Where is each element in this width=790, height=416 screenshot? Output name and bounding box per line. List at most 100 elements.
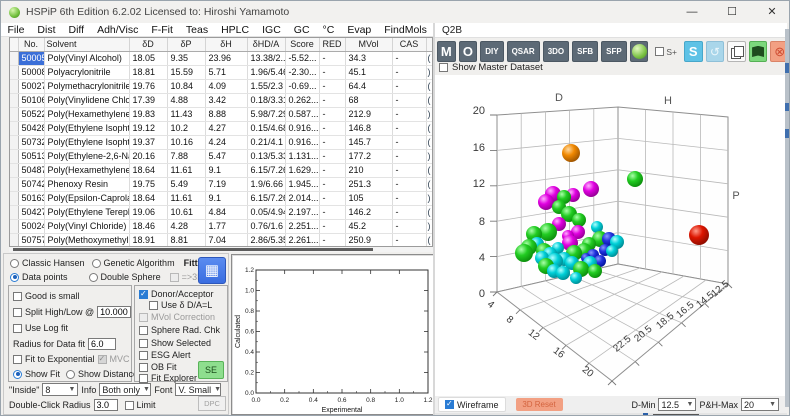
sfb-button[interactable]: SFB [572,41,599,62]
calculator-fit-button[interactable]: ▦ [198,257,226,284]
data-sphere-green[interactable] [539,223,557,241]
cell[interactable]: 5.98/7.29 [247,107,286,122]
cell[interactable]: 9.1 [205,191,248,206]
cell[interactable]: 13.38/2... [247,51,286,66]
cell[interactable]: - [319,65,346,80]
show-selected-checkbox[interactable] [139,338,148,348]
book-button[interactable] [748,41,768,62]
cell[interactable]: - [392,191,427,206]
cell-no[interactable]: 50732 [18,135,45,150]
cell[interactable]: 10.84 [167,79,206,94]
cell[interactable]: 0.587... [285,107,320,122]
minimize-icon[interactable]: — [686,6,698,18]
cell[interactable]: 0.76/1.6 [247,219,286,234]
data-sphere-cyan[interactable] [606,245,618,257]
cell[interactable]: 3.42 [205,93,248,108]
row-selector[interactable] [10,163,19,178]
cell[interactable]: - [392,233,427,246]
data-sphere-green[interactable] [515,244,533,262]
cell[interactable]: Polyacrylonitrile [44,65,130,80]
cell[interactable]: 64.4 [345,79,393,94]
table-row[interactable]: 50513Poly(Ethylene-2,6-Naphth...20.167.8… [10,149,432,164]
cell-no[interactable]: 50163 [18,191,45,206]
cell[interactable]: 4.09 [205,79,248,94]
row-selector[interactable] [10,107,19,122]
row-selector[interactable] [10,233,19,246]
cell[interactable]: 0.262... [285,93,320,108]
dmin-select[interactable]: 12.5 ▼ [658,398,697,411]
data-sphere-cyan[interactable] [556,266,570,280]
cell[interactable]: - [319,121,346,136]
cell[interactable]: -2.30... [285,65,320,80]
cell[interactable]: - [392,177,427,192]
cell-clipped[interactable]: ( [426,135,432,150]
cell[interactable]: 18.64 [129,163,168,178]
cell-no[interactable]: 50487 [18,163,45,178]
table-hscrollbar[interactable] [9,247,433,252]
esg-alert-checkbox[interactable] [139,350,148,360]
cell-no[interactable]: 50027 [18,79,45,94]
cell[interactable]: 7.19 [205,177,248,192]
menu-findmols[interactable]: FindMols [384,23,427,36]
cell[interactable]: - [319,219,346,234]
cell[interactable]: 105 [345,191,393,206]
m-button[interactable]: M [437,41,456,62]
data-sphere-cyan[interactable] [591,221,603,233]
cell-no[interactable]: 50005 [18,51,45,66]
cell[interactable]: - [319,191,346,206]
cell[interactable]: 145.7 [345,135,393,150]
cell[interactable]: - [392,205,427,220]
cell[interactable]: 0.15/4.68 [247,121,286,136]
cell[interactable]: 2.197... [285,205,320,220]
menu-diff[interactable]: Diff [68,23,85,36]
cell[interactable]: 2.86/5.35 [247,233,286,246]
cell-no[interactable]: 50428 [18,121,45,136]
cell-clipped[interactable]: ( [426,121,432,136]
double-click-radius-input[interactable] [93,399,118,411]
cell[interactable]: Poly(Ethylene-2,6-Naphth... [44,149,130,164]
qsar-button[interactable]: QSAR [506,41,540,62]
copy-button[interactable] [727,41,746,62]
use-log-fit-checkbox[interactable] [13,323,22,333]
data-sphere-magenta[interactable] [538,194,554,210]
cell[interactable]: Poly(Epsilon-Caprolactam) [44,191,130,206]
row-selector[interactable] [10,205,19,220]
donor-acceptor-checkbox[interactable] [139,289,148,299]
mvol-correction-checkbox[interactable] [139,312,148,322]
cell[interactable]: 11.61 [167,163,206,178]
cell[interactable]: 6.15/7.26 [247,163,286,178]
cell[interactable]: -5.52... [285,51,320,66]
row-selector[interactable] [10,219,19,234]
show-distance-radio[interactable] [66,369,76,379]
se-button[interactable]: SE [198,361,224,379]
menu-igc[interactable]: IGC [262,23,281,36]
cell[interactable]: Phenoxy Resin [44,177,130,192]
table-row[interactable]: 50005Poly(Vinyl Alcohol)18.059.3523.9613… [10,51,432,66]
cell[interactable]: Poly(Ethylene Terephthal... [44,205,130,220]
cell-clipped[interactable]: ) [426,219,432,234]
fit-exponential-checkbox[interactable] [13,354,22,364]
cell[interactable]: 1.629... [285,163,320,178]
cell-clipped[interactable]: ( [426,233,432,246]
sfp-button[interactable]: SFP [601,41,627,62]
cell-clipped[interactable]: ( [426,93,432,108]
sphere-view-button[interactable] [629,41,649,62]
cell[interactable]: 0.916... [285,135,320,150]
cell[interactable]: 8.81 [167,233,206,246]
cell[interactable]: 18.46 [129,219,168,234]
split-highlow-checkbox[interactable] [13,307,22,317]
cell[interactable]: Poly(Vinylidene Chloride) [44,93,130,108]
fit-explorer-checkbox[interactable] [139,373,148,383]
menu--c[interactable]: °C [322,23,335,36]
cell[interactable]: 1.9/6.66 [247,177,286,192]
data-sphere-orange[interactable] [562,144,580,162]
font-select[interactable]: V. Small ▼ [175,383,222,396]
table-row[interactable]: 50522Poly(Hexamethylene Isop...19.8311.4… [10,107,432,122]
cell[interactable]: 4.88 [167,93,206,108]
cell[interactable]: 2.261... [285,233,320,246]
cell[interactable]: 45.2 [345,219,393,234]
cell-clipped[interactable]: ( [426,177,432,192]
mvc-checkbox[interactable] [97,354,107,364]
table-row[interactable]: 50163Poly(Epsilon-Caprolactam)18.6411.61… [10,191,432,206]
cell[interactable]: - [319,177,346,192]
